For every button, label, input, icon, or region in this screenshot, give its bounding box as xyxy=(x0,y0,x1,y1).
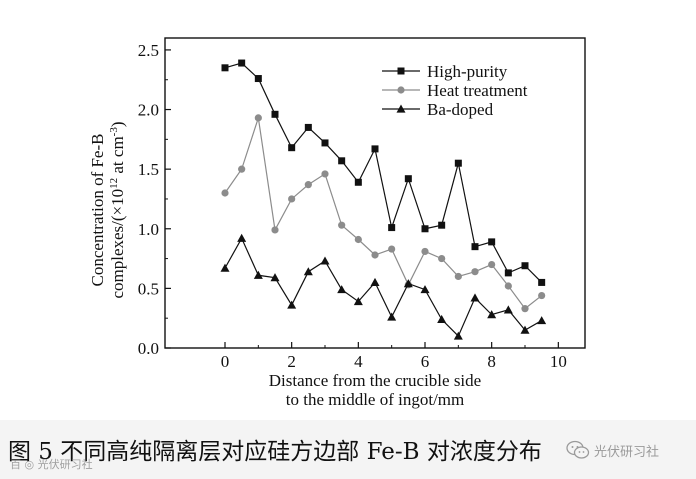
point-heat-treatment-14 xyxy=(454,272,462,281)
x-axis-label-line1: Distance from the crucible side xyxy=(269,371,481,390)
point-ba-doped-7 xyxy=(337,285,347,294)
x-tick-label-0: 0 xyxy=(221,352,230,371)
point-ba-doped-17 xyxy=(503,305,513,314)
point-high-purity-1 xyxy=(238,59,246,67)
y-tick-label-1: 0.5 xyxy=(138,279,159,298)
point-heat-treatment-17 xyxy=(504,282,512,290)
legend-label-heat-treatment: Heat treatment xyxy=(427,81,528,100)
point-ba-doped-10 xyxy=(387,312,397,321)
point-high-purity-15 xyxy=(471,243,479,251)
point-ba-doped-11 xyxy=(403,279,413,288)
point-ba-doped-1 xyxy=(237,233,247,242)
point-high-purity-4 xyxy=(288,144,296,152)
x-tick-label-4: 4 xyxy=(354,352,363,371)
point-ba-doped-9 xyxy=(370,277,380,287)
point-heat-treatment-13 xyxy=(438,254,446,263)
y-axis-label-line1: Concentration of Fe-B xyxy=(88,134,107,287)
series-line-ba-doped xyxy=(224,236,542,338)
x-tick-label-10: 10 xyxy=(550,352,567,371)
point-ba-doped-15 xyxy=(470,293,480,302)
y-axis-label-prefix: complexes/(×10 xyxy=(108,189,127,299)
x-tick-label-2: 2 xyxy=(287,352,296,371)
point-heat-treatment-8 xyxy=(354,235,362,244)
y-axis-label-suffix: ) xyxy=(108,121,127,127)
watermark-right: 光伏研习社 xyxy=(566,440,659,460)
point-high-purity-7 xyxy=(338,157,346,165)
figure-caption: 图 5 不同高纯隔离层对应硅方边部 Fe-B 对浓度分布 xyxy=(8,439,542,465)
y-axis-label-exp1: 12 xyxy=(108,178,120,189)
point-ba-doped-6 xyxy=(320,256,330,265)
y-tick-label-5: 2.5 xyxy=(138,41,159,60)
point-high-purity-5 xyxy=(304,123,312,131)
point-heat-treatment-15 xyxy=(471,268,479,276)
point-high-purity-12 xyxy=(421,225,429,233)
point-ba-doped-18 xyxy=(520,325,530,334)
point-heat-treatment-16 xyxy=(488,260,496,269)
legend-label-high-purity: High-purity xyxy=(427,62,508,81)
point-heat-treatment-6 xyxy=(321,170,329,178)
wechat-icon xyxy=(566,440,590,459)
y-tick-label-0: 0.0 xyxy=(138,339,159,358)
point-heat-treatment-1 xyxy=(238,165,246,173)
point-high-purity-19 xyxy=(538,278,546,286)
legend-marker-heat-treatment xyxy=(397,86,405,94)
point-heat-treatment-2 xyxy=(254,114,262,122)
y-axis-label-mid: at cm xyxy=(108,136,127,178)
y-tick-label-4: 2.0 xyxy=(138,101,159,120)
y-tick-label-3: 1.5 xyxy=(138,160,159,179)
point-high-purity-0 xyxy=(221,64,229,72)
point-high-purity-2 xyxy=(254,75,262,83)
y-axis-label-line2: complexes/(×1012 at cm-3) xyxy=(108,121,127,298)
point-ba-doped-3 xyxy=(270,273,280,282)
plot-frame xyxy=(164,37,586,349)
point-heat-treatment-0 xyxy=(221,189,229,197)
point-ba-doped-8 xyxy=(353,297,363,306)
point-heat-treatment-9 xyxy=(371,251,379,259)
point-high-purity-18 xyxy=(521,262,529,270)
point-heat-treatment-4 xyxy=(288,195,296,203)
x-axis-label-line2: to the middle of ingot/mm xyxy=(286,390,464,409)
point-heat-treatment-5 xyxy=(304,181,312,189)
point-heat-treatment-19 xyxy=(538,291,546,300)
point-ba-doped-13 xyxy=(437,314,447,323)
point-heat-treatment-10 xyxy=(388,245,396,253)
point-high-purity-6 xyxy=(321,139,329,147)
point-high-purity-14 xyxy=(454,159,462,167)
point-ba-doped-2 xyxy=(253,270,263,279)
point-ba-doped-5 xyxy=(303,267,313,276)
watermark-right-text: 光伏研习社 xyxy=(594,444,660,460)
point-high-purity-10 xyxy=(388,224,396,232)
x-tick-label-8: 8 xyxy=(487,352,496,371)
chart: 0 2 4 6 8 10 0.0 0.5 1.0 1.5 2.0 2.5 High-purity Heat… xyxy=(88,37,586,409)
point-high-purity-11 xyxy=(404,175,412,183)
point-high-purity-9 xyxy=(371,145,379,153)
y-axis-label-exp2: -3 xyxy=(108,127,120,137)
point-ba-doped-14 xyxy=(453,331,463,340)
legend-marker-high-purity xyxy=(397,67,405,75)
point-high-purity-16 xyxy=(488,238,496,246)
point-heat-treatment-18 xyxy=(521,305,529,313)
legend-marker-ba-doped xyxy=(396,104,406,113)
y-tick-label-2: 1.0 xyxy=(138,220,159,239)
point-heat-treatment-3 xyxy=(271,226,279,234)
point-ba-doped-4 xyxy=(287,300,297,309)
point-high-purity-3 xyxy=(271,110,279,118)
point-ba-doped-16 xyxy=(487,310,497,319)
point-ba-doped-12 xyxy=(420,285,430,294)
chart-canvas: 0 2 4 6 8 10 0.0 0.5 1.0 1.5 2.0 2.5 High-purityHeat… xyxy=(88,37,586,409)
point-ba-doped-19 xyxy=(537,316,547,325)
point-heat-treatment-12 xyxy=(421,247,429,256)
point-high-purity-13 xyxy=(438,221,446,229)
point-high-purity-17 xyxy=(504,269,512,277)
x-tick-label-6: 6 xyxy=(421,352,430,371)
point-ba-doped-0 xyxy=(220,263,230,272)
watermark-left: 百 ◎ 光伏研习社 xyxy=(10,458,93,471)
legend-label-ba-doped: Ba-doped xyxy=(427,100,494,119)
point-high-purity-8 xyxy=(354,178,362,186)
point-heat-treatment-7 xyxy=(338,221,346,229)
